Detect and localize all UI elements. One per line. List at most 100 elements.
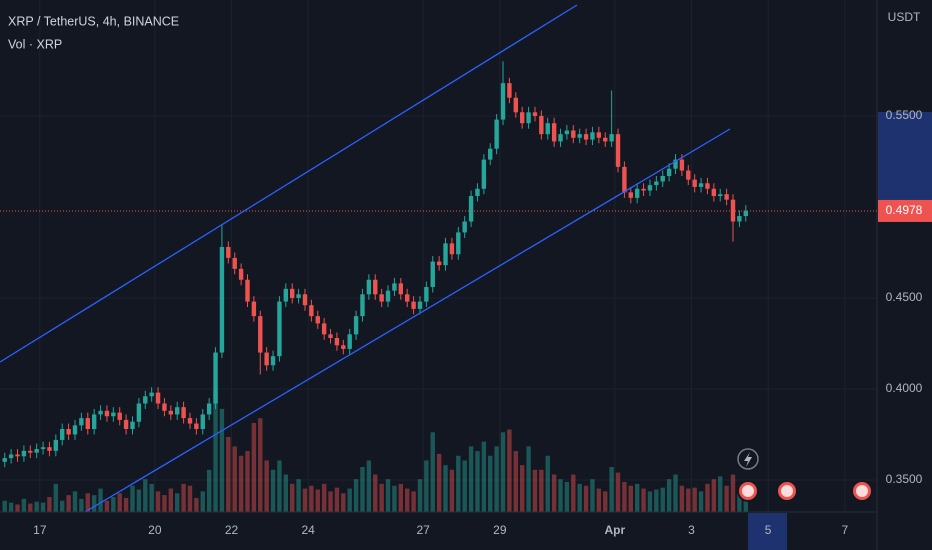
candle-body xyxy=(430,261,435,288)
candle-body xyxy=(270,356,276,366)
candle-body xyxy=(449,243,455,255)
volume-bar xyxy=(545,455,550,512)
candle-body xyxy=(519,112,525,124)
event-icons[interactable] xyxy=(737,448,873,502)
volume-bar xyxy=(481,441,487,512)
volume-bar xyxy=(111,497,116,512)
x-tick-label: 20 xyxy=(148,523,162,537)
volume-bar xyxy=(424,460,429,512)
volume-bar xyxy=(404,488,410,512)
candle-body xyxy=(341,345,346,349)
x-tick-label: 29 xyxy=(493,523,507,537)
candle-body xyxy=(181,407,186,419)
candle-body xyxy=(290,288,295,298)
volume-bar xyxy=(79,498,84,512)
price-range-highlight xyxy=(878,112,932,210)
candle-body xyxy=(245,279,250,302)
volume-bar xyxy=(251,422,257,512)
candle-body xyxy=(194,423,199,430)
volume-bar xyxy=(91,495,97,512)
volume-bar xyxy=(194,497,199,512)
candle-body xyxy=(513,97,518,113)
volume-bar xyxy=(187,485,193,512)
candle-body xyxy=(149,392,154,397)
x-tick-label: 24 xyxy=(301,523,315,537)
trend-line-lower[interactable] xyxy=(84,128,731,513)
volume-bar xyxy=(104,500,110,512)
candle-body xyxy=(155,392,161,404)
volume-bar xyxy=(641,488,646,512)
candle-body xyxy=(8,454,14,459)
x-tick-label: 3 xyxy=(688,523,695,537)
candle-body xyxy=(2,458,7,462)
volume-bar xyxy=(270,469,276,512)
x-tick-label: 7 xyxy=(841,523,848,537)
y-tick-label: 0.3500 xyxy=(886,472,923,486)
flag-glyph xyxy=(856,485,868,497)
candle-body xyxy=(296,294,301,298)
volume-bar xyxy=(603,491,608,512)
volume-bar xyxy=(411,491,416,512)
candle-body xyxy=(34,449,39,453)
candle-body xyxy=(219,246,225,353)
volume-bar xyxy=(232,446,237,512)
trend-line-upper[interactable] xyxy=(0,4,578,363)
candle-body xyxy=(15,454,20,457)
candle-body xyxy=(443,243,448,266)
candle-body xyxy=(28,450,33,453)
candle-body xyxy=(647,185,653,191)
candle-body xyxy=(615,134,621,167)
lightning-glyph xyxy=(744,452,752,467)
volume-bar xyxy=(673,474,678,512)
volume-bar xyxy=(47,497,52,512)
candle-body xyxy=(628,192,633,198)
candle-body xyxy=(373,279,378,295)
x-tick-label: 22 xyxy=(225,523,239,537)
candle-body xyxy=(634,188,640,198)
candle-body xyxy=(392,283,397,291)
candle-body xyxy=(238,268,244,280)
candle-body xyxy=(321,323,327,335)
candle-body xyxy=(564,130,570,135)
volume-bar xyxy=(206,469,212,512)
volume-bar xyxy=(519,465,525,512)
volume-bar xyxy=(500,432,506,512)
candle-body xyxy=(545,123,550,135)
candle-body xyxy=(743,210,748,217)
volume-bar xyxy=(149,483,154,512)
candle-body xyxy=(475,188,480,197)
volume-bar xyxy=(85,493,90,512)
volume-bar xyxy=(392,485,397,512)
candle-body xyxy=(258,316,263,353)
candle-body xyxy=(673,159,678,169)
volume-bar xyxy=(724,485,729,512)
candle-body xyxy=(136,403,142,422)
volume-bar xyxy=(705,483,710,512)
volume-bar xyxy=(123,497,129,512)
candle-body xyxy=(91,414,97,430)
axes: 0.3500 0.4000 0.4500 0.5500 17 20 22 24 27 29 Apr 3… xyxy=(0,108,932,537)
volume-bar xyxy=(302,488,308,512)
candle-body xyxy=(692,179,697,187)
volume-bar xyxy=(309,485,314,512)
volume-bar xyxy=(264,460,269,512)
volume-bar xyxy=(609,467,614,512)
candle-body xyxy=(660,176,665,182)
candle-body xyxy=(417,301,423,309)
candle-body xyxy=(328,334,333,338)
volume-bar xyxy=(564,482,570,512)
volume-bar xyxy=(2,500,7,512)
volume-bar xyxy=(634,483,640,512)
candle-body xyxy=(123,419,129,430)
volume-bar xyxy=(143,479,148,512)
candle-body xyxy=(117,412,122,420)
volume-bar xyxy=(539,469,544,512)
volume-bar xyxy=(628,485,633,512)
candle-body xyxy=(200,414,205,430)
candle-body xyxy=(334,337,340,346)
grid xyxy=(0,0,877,512)
volume-bar xyxy=(66,495,71,512)
candle-body xyxy=(98,410,103,415)
volume-bar xyxy=(743,497,748,512)
volume-bar xyxy=(462,460,467,512)
